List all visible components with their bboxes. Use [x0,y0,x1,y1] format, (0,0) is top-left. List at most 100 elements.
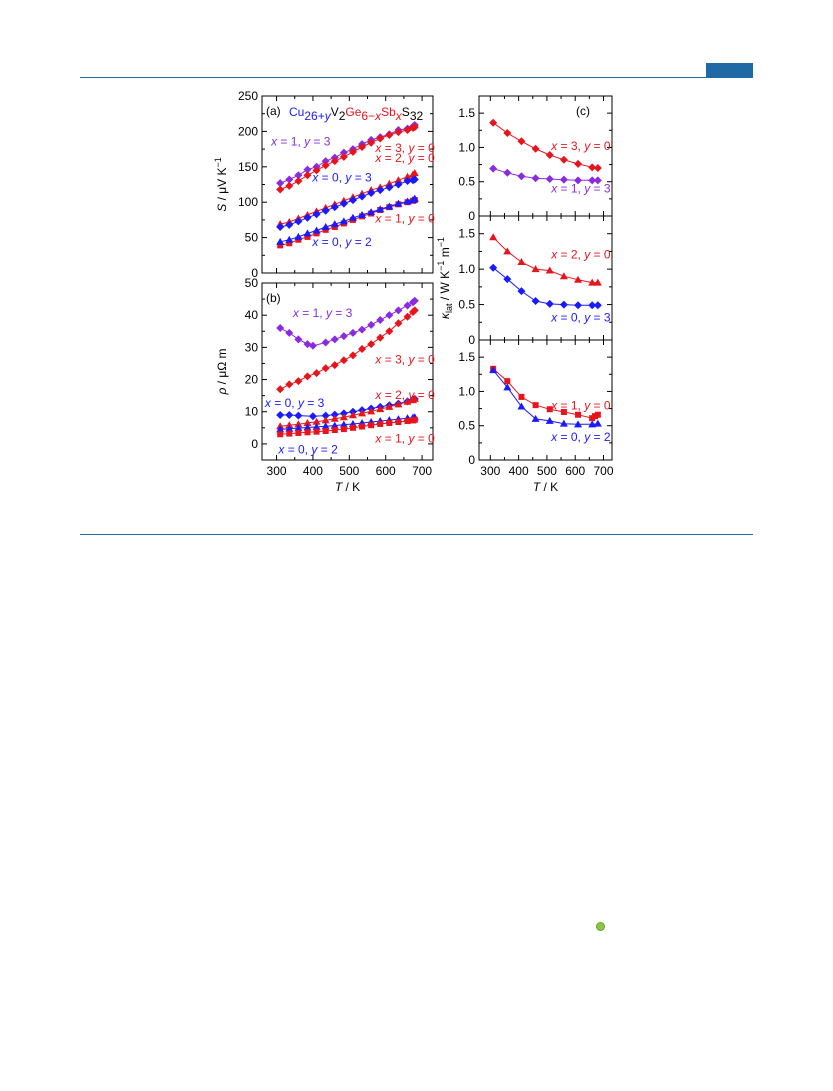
x-axis-label: T / K [335,480,360,494]
data-point [330,410,339,419]
data-point [517,137,526,146]
data-point [276,222,285,231]
data-point [303,229,312,237]
y-tick-label: 0 [468,209,475,223]
data-point [376,205,385,213]
y-tick-label: 50 [245,276,259,290]
data-point [330,203,339,212]
data-point [303,171,312,180]
y-tick-label: 0 [251,437,258,451]
series-label: x = 2, y = 0 [374,151,435,165]
y-tick-label: 0 [251,266,258,280]
series-label: x = 1, y = 3 [270,135,331,149]
y-tick-label: 0.5 [458,175,475,189]
data-point [385,311,394,320]
data-point [294,171,303,180]
x-tick-label: 400 [509,464,529,478]
y-tick-label: 250 [238,89,258,103]
data-point [312,422,321,430]
panel-c-label: (c) [576,104,590,118]
data-point [303,418,312,426]
data-point [276,425,285,433]
data-point [321,222,330,230]
data-point [276,237,285,245]
data-point [339,356,348,365]
data-point [385,130,394,139]
data-point [330,220,339,228]
data-point [545,174,554,183]
data-point [593,301,602,310]
data-point [504,378,511,385]
data-point [385,327,394,336]
y-tick-label: 1.0 [458,140,475,154]
series-label: x = 2, y = 0 [550,248,611,262]
panel-c3: 300 400 500 600 700 0 0.5 1.0 1.5 x = 1, y = 0 x =… [458,339,614,494]
data-point [339,332,348,341]
x-tick-label: 600 [376,464,396,478]
plot-frame [478,95,613,217]
series-label: x = 0, y = 3 [550,311,611,325]
data-point [410,175,419,184]
data-point [559,272,568,280]
data-point [294,232,303,240]
data-point [286,240,293,247]
footer-rule [80,534,753,535]
data-point [276,179,285,188]
data-point [285,181,294,190]
data-point [593,176,602,185]
data-point [321,206,330,215]
y-tick-label: 1.0 [458,262,475,276]
data-point [276,185,285,194]
data-point [518,393,525,400]
data-point [294,377,303,386]
data-point [358,210,367,218]
x-tick-label: 700 [593,464,613,478]
series-label: x = 0, y = 2 [311,235,372,249]
y-tick-label: 150 [238,160,258,174]
data-point [503,275,512,284]
x-tick-label: 500 [339,464,359,478]
data-point [532,402,539,409]
series-label: x = 3, y = 0 [550,139,611,153]
y-tick-label: 1.5 [458,227,475,241]
series-line [279,310,416,390]
data-point [312,417,321,425]
y-tick-label: 10 [245,405,259,419]
data-point [303,165,312,174]
plot-frame [261,282,434,461]
y-axis-label: ρ / μΩ m [215,348,229,395]
header-tab [706,63,753,78]
data-point [403,301,412,310]
data-point [517,172,526,181]
y-tick-label: 30 [245,340,259,354]
data-point [368,422,375,429]
data-point [348,328,357,337]
data-point [285,380,294,389]
data-point [313,428,320,435]
data-point [489,118,498,127]
y-tick-label: 1.5 [458,106,475,120]
data-point [276,410,285,419]
y-tick-label: 1.5 [458,350,475,364]
data-point [294,420,303,428]
data-point [285,175,294,184]
series-label: x = 1, y = 3 [550,182,611,196]
panel-b-label: (b) [266,291,281,305]
data-point [286,430,293,437]
data-point [339,199,348,208]
data-point [304,233,311,240]
data-point [330,421,339,429]
data-point [560,409,567,415]
data-point [339,217,348,225]
data-point [503,383,512,391]
data-point [403,176,412,185]
data-point [321,364,330,373]
data-point [574,275,583,283]
y-tick-label: 0.5 [458,419,475,433]
data-point [339,420,348,428]
data-point [503,247,512,255]
data-point [330,335,339,344]
x-tick-label: 300 [480,464,500,478]
data-point [574,176,583,185]
